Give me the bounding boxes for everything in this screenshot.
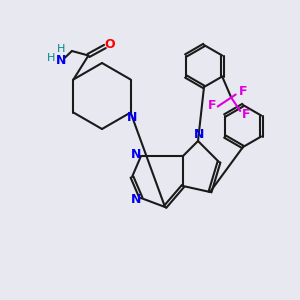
Text: F: F [239,85,248,98]
Text: H: H [57,44,66,55]
Text: N: N [194,128,205,142]
Text: F: F [207,98,216,112]
Text: O: O [104,38,115,52]
Text: N: N [56,53,67,67]
Text: H: H [47,53,55,64]
Text: N: N [127,110,137,124]
Text: N: N [130,193,141,206]
Text: N: N [130,148,141,161]
Text: F: F [242,107,250,121]
